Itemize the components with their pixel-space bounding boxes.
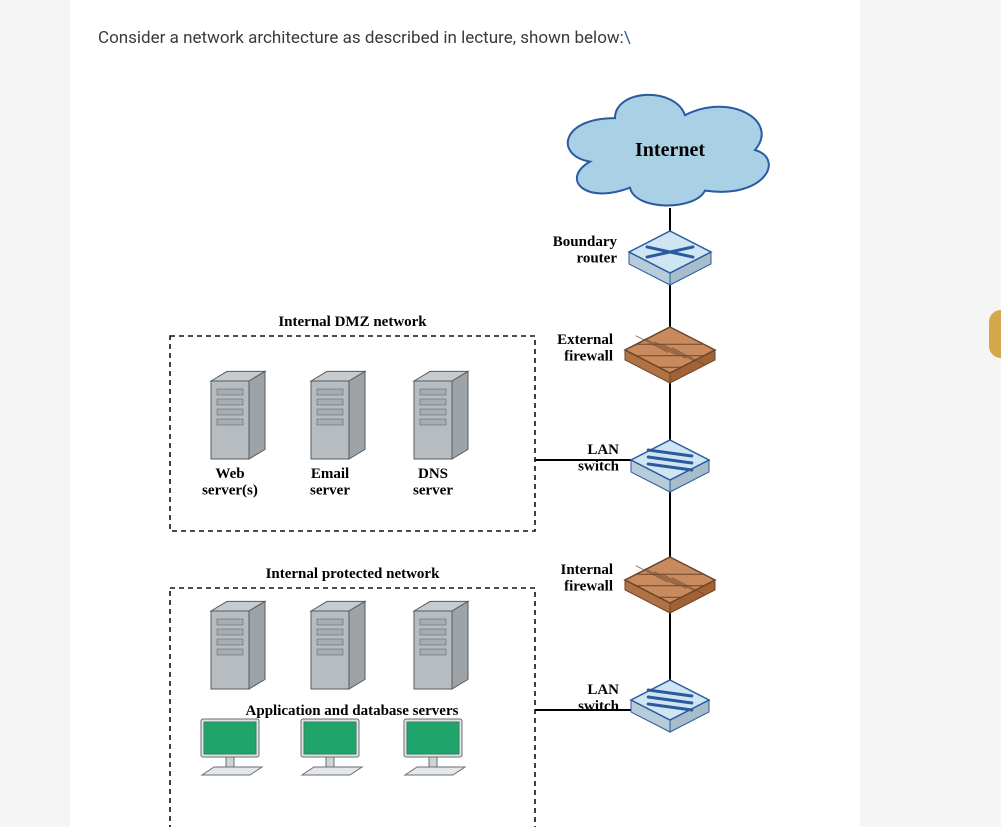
boundary-router <box>629 231 711 285</box>
internet-label: Internet <box>635 139 705 161</box>
dmz-box-server-2-label: DNSserver <box>413 466 453 499</box>
protected-box-server-2 <box>414 601 468 689</box>
protected-box-server-0 <box>211 601 265 689</box>
protected-box-workstation-2 <box>404 719 465 775</box>
dmz-box-server-2 <box>414 371 468 459</box>
internal-firewall <box>625 557 715 613</box>
protected-box-workstation-1 <box>301 719 362 775</box>
external-firewall-label: Externalfirewall <box>557 332 613 365</box>
external-firewall <box>625 327 715 383</box>
page-edge-accent <box>989 310 1001 358</box>
lan-switch-1 <box>631 440 709 492</box>
protected-box-title: Internal protected network <box>266 566 441 582</box>
dmz-box-server-0 <box>211 371 265 459</box>
network-diagram: Internet Boundaryrouter Externalfirewall LA… <box>70 0 860 827</box>
boundary-router-label: Boundaryrouter <box>553 234 618 267</box>
lan-switch-1-label: LANswitch <box>578 442 619 475</box>
dmz-box-server-1 <box>311 371 365 459</box>
protected-box-workstation-0 <box>201 719 262 775</box>
protected-box-caption: Application and database servers <box>246 703 459 719</box>
content-panel: Consider a network architecture as descr… <box>70 0 860 827</box>
dmz-box-title: Internal DMZ network <box>278 314 427 330</box>
protected-box-server-1 <box>311 601 365 689</box>
dmz-box-server-0-label: Webserver(s) <box>202 466 258 499</box>
lan-switch-2-label: LANswitch <box>578 682 619 715</box>
dmz-box-server-1-label: Emailserver <box>310 466 350 499</box>
internal-firewall-label: Internalfirewall <box>561 562 614 595</box>
lan-switch-2 <box>631 680 709 732</box>
